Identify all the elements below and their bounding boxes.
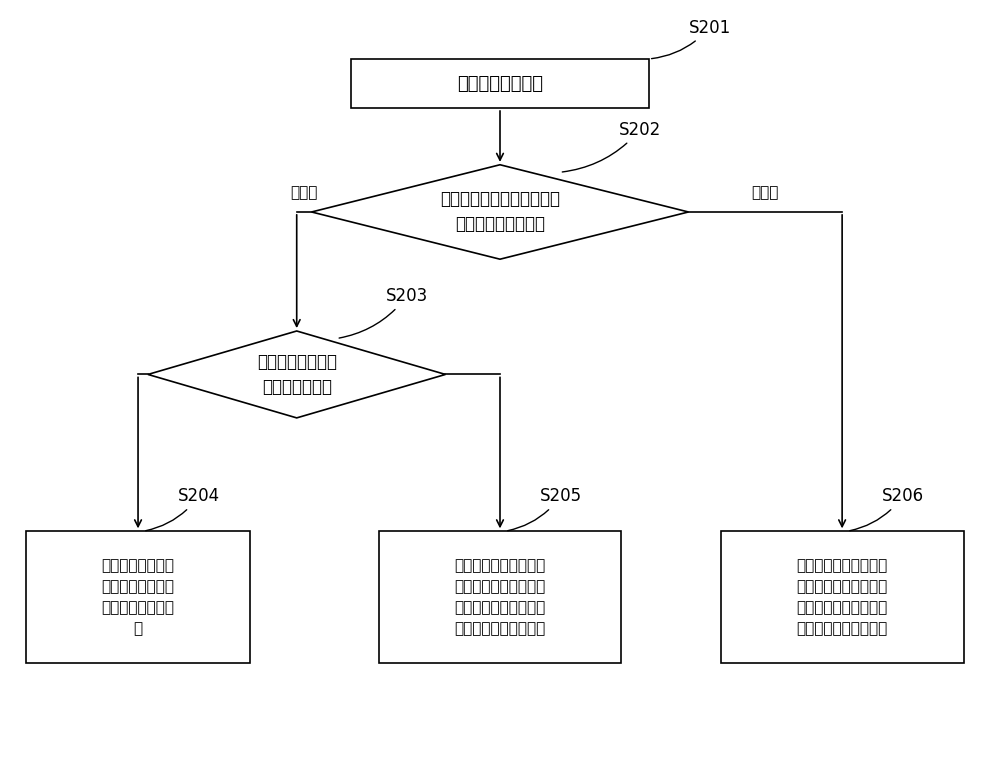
Text: 终端设备判断是否
准备进入过渡态: 终端设备判断是否 准备进入过渡态: [257, 353, 337, 396]
Text: 终端设备判断当前工作状态
是稳定态还是过渡态: 终端设备判断当前工作状态 是稳定态还是过渡态: [440, 190, 560, 234]
Text: 终端设备控制第一晶振
时钟源和第二晶振时钟
源每间隔稳定态校准周
期，发生一次时钟校准: 终端设备控制第一晶振 时钟源和第二晶振时钟 源每间隔稳定态校准周 期，发生一次时…: [454, 558, 546, 636]
Text: S203: S203: [339, 286, 428, 338]
Text: 终端设备控制第一晶振
时钟源和第二晶振时钟
源每间隔过渡态校准周
期，发生一次时钟校准: 终端设备控制第一晶振 时钟源和第二晶振时钟 源每间隔过渡态校准周 期，发生一次时…: [796, 558, 888, 636]
Text: 控制第一晶振时钟
源和第二晶振时钟
源发生一次时钟校
准: 控制第一晶振时钟 源和第二晶振时钟 源发生一次时钟校 准: [102, 558, 175, 636]
Text: 稳定态: 稳定态: [290, 186, 318, 201]
FancyBboxPatch shape: [351, 59, 649, 108]
FancyBboxPatch shape: [26, 531, 250, 663]
Text: S206: S206: [850, 487, 924, 531]
Text: 过渡态: 过渡态: [752, 186, 779, 201]
Polygon shape: [148, 331, 445, 418]
Text: 开始晶振时钟校准: 开始晶振时钟校准: [457, 75, 543, 92]
Text: S205: S205: [508, 487, 582, 531]
FancyBboxPatch shape: [379, 531, 621, 663]
FancyBboxPatch shape: [721, 531, 964, 663]
Text: S202: S202: [562, 121, 661, 172]
Text: S204: S204: [146, 487, 220, 531]
Text: S201: S201: [652, 18, 731, 59]
Polygon shape: [312, 165, 688, 259]
